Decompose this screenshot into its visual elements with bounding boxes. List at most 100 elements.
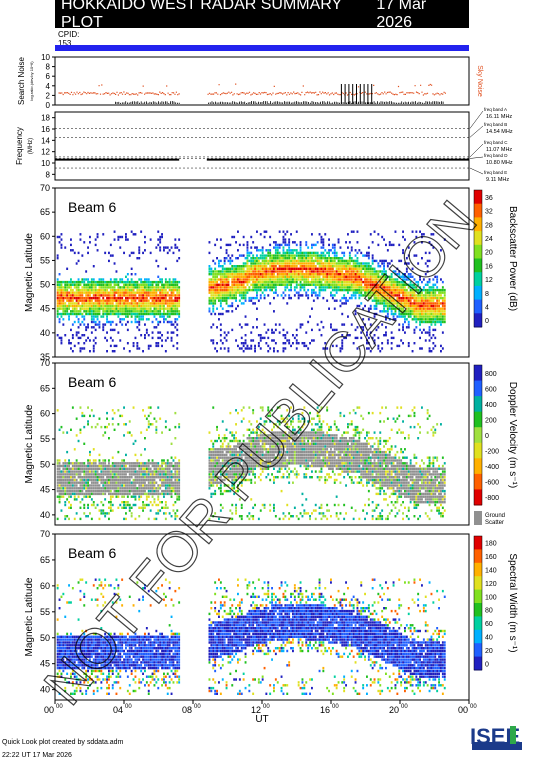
scatter-cell: [274, 291, 277, 294]
scatter-cell: [221, 437, 224, 440]
scatter-cell: [178, 473, 181, 476]
scatter-cell: [320, 254, 323, 257]
scatter-cell: [409, 280, 412, 284]
scatter-cell: [174, 318, 177, 321]
scatter-cell: [337, 257, 340, 260]
scatter-cell: [293, 273, 296, 276]
scatter-cell: [413, 310, 416, 313]
scatter-cell: [398, 315, 401, 318]
scatter-cell: [85, 467, 88, 470]
scatter-cell: [163, 320, 165, 324]
scatter-cell: [244, 262, 247, 265]
scatter-cell: [394, 230, 397, 233]
scatter-cell: [305, 283, 308, 286]
scatter-cell: [343, 283, 346, 286]
scatter-cell: [404, 288, 406, 292]
scatter-cell: [147, 304, 150, 308]
scatter-cell: [153, 484, 156, 487]
scatter-cell: [307, 288, 310, 292]
scatter-cell: [367, 294, 370, 297]
scatter-cell: [136, 283, 139, 286]
scatter-cell: [123, 487, 125, 490]
scatter-cell: [155, 473, 158, 476]
scatter-cell: [356, 259, 359, 263]
scatter-cell: [375, 280, 378, 284]
scatter-cell: [360, 326, 363, 329]
scatter-cell: [60, 286, 63, 289]
scatter-cell: [273, 267, 275, 270]
scatter-cell: [320, 246, 323, 249]
scatter-cell: [358, 280, 361, 284]
scatter-cell: [238, 439, 241, 443]
scatter-cell: [58, 501, 61, 504]
scatter-cell: [254, 296, 256, 300]
scatter-cell: [68, 492, 70, 496]
scatter-cell: [218, 487, 220, 490]
scatter-cell: [73, 344, 76, 348]
scatter-cell: [142, 283, 144, 286]
scatter-cell: [235, 512, 237, 515]
scatter-cell: [70, 288, 72, 292]
scatter-cell: [64, 492, 67, 496]
scatter-cell: [62, 478, 65, 482]
scatter-cell: [292, 251, 294, 255]
scatter-cell: [358, 273, 361, 276]
scatter-cell: [168, 310, 171, 313]
scatter-cell: [161, 283, 163, 286]
scatter-cell: [256, 267, 258, 270]
scatter-cell: [161, 481, 163, 484]
scatter-cell: [284, 334, 287, 337]
scatter-cell: [109, 254, 112, 257]
scatter-cell: [168, 320, 171, 324]
scatter-cell: [212, 481, 215, 484]
scatter-cell: [322, 275, 325, 278]
scatter-cell: [90, 470, 93, 473]
scatter-cell: [345, 288, 347, 292]
scatter-cell: [85, 291, 88, 294]
scatter-cell: [214, 459, 217, 462]
scatter-cell: [398, 307, 401, 310]
scatter-cell: [90, 498, 93, 501]
scatter-cell: [422, 299, 425, 302]
scatter-cell: [295, 254, 298, 257]
scatter-cell: [227, 448, 230, 451]
scatter-cell: [166, 470, 169, 473]
scatter-cell: [79, 288, 82, 292]
scatter-cell: [364, 273, 366, 276]
scatter-cell: [60, 294, 63, 297]
scatter-cell: [108, 517, 110, 521]
scatter-cell: [386, 291, 389, 294]
scatter-cell: [362, 265, 365, 268]
scatter-cell: [87, 286, 89, 289]
scatter-cell: [151, 320, 154, 324]
scatter-cell: [117, 423, 120, 426]
scatter-cell: [83, 484, 86, 487]
scatter-cell: [144, 294, 146, 297]
scatter-cell: [409, 283, 412, 286]
scatter-cell: [269, 262, 272, 265]
scatter-cell: [71, 336, 74, 340]
scatter-cell: [170, 462, 173, 465]
scatter-cell: [92, 476, 95, 479]
lat-tick-label: 55: [40, 255, 50, 265]
scatter-cell: [98, 323, 101, 326]
scatter-cell: [223, 347, 226, 350]
scatter-cell: [415, 312, 418, 316]
scatter-cell: [71, 312, 74, 316]
scatter-cell: [233, 481, 236, 484]
scatter-cell: [424, 302, 427, 305]
scatter-cell: [113, 294, 116, 297]
scatter-cell: [324, 259, 327, 263]
scatter-cell: [307, 273, 310, 276]
scatter-cell: [341, 283, 344, 286]
scatter-cell: [109, 473, 112, 476]
scatter-cell: [223, 459, 226, 462]
scatter-cell: [347, 280, 349, 284]
scatter-cell: [227, 283, 230, 286]
scatter-cell: [138, 315, 141, 318]
scatter-cell: [155, 344, 158, 348]
scatter-cell: [424, 339, 427, 342]
scatter-cell: [288, 241, 291, 244]
scatter-cell: [307, 246, 310, 249]
